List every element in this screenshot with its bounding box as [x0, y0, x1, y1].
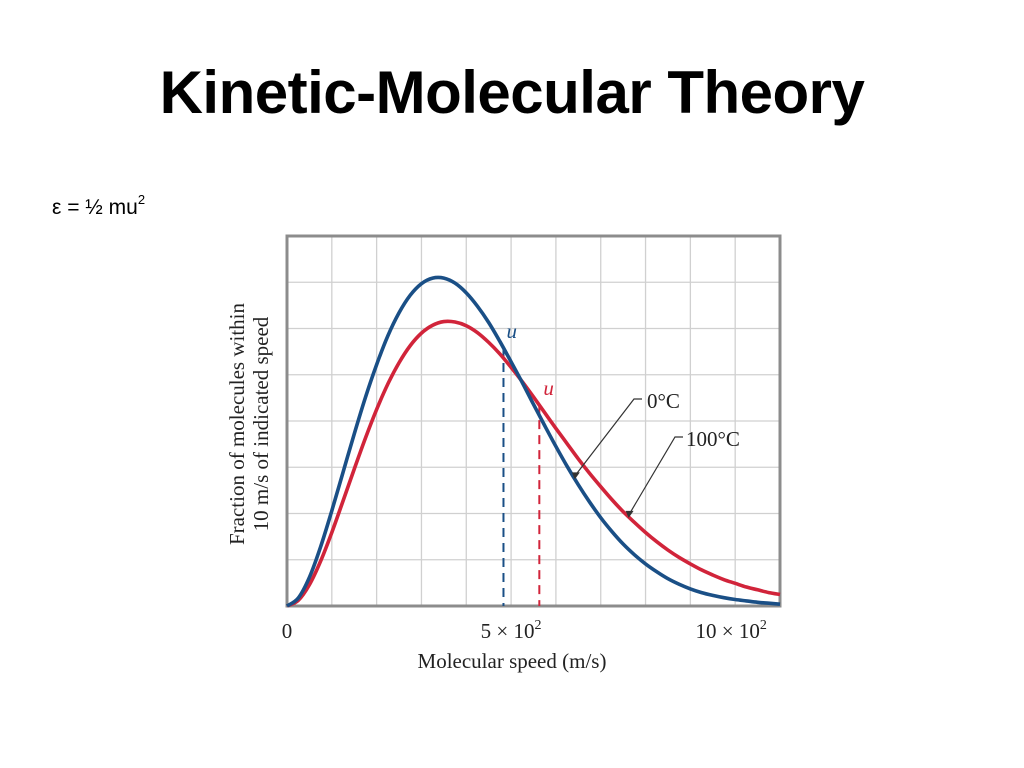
series-lines — [285, 275, 781, 608]
x-tick-base: 0 — [282, 619, 293, 643]
x-tick-exponent: 2 — [760, 618, 767, 633]
series-label: 100°C — [686, 427, 740, 451]
x-tick-base: 10 × 10 — [696, 619, 760, 643]
x-tick-label: 0 — [282, 619, 293, 643]
mean-speed-markers: uu — [502, 319, 554, 606]
x-tick-label: 5 × 102 — [481, 618, 542, 643]
series-line-100CC — [286, 319, 781, 608]
callout-leader — [630, 436, 683, 513]
x-tick-base: 5 × 10 — [481, 619, 535, 643]
y-axis-label-line2: 10 m/s of indicated speed — [249, 316, 273, 531]
callout-leader — [576, 398, 642, 474]
equation-text: ε = ½ mu — [52, 196, 138, 219]
series-line-0CC — [285, 275, 781, 608]
plot-frame — [285, 234, 782, 608]
x-tick-exponent: 2 — [535, 618, 542, 633]
chart-grid — [287, 236, 780, 606]
slide-title: Kinetic-Molecular Theory — [159, 59, 865, 126]
x-axis-label: Molecular speed (m/s) — [418, 649, 607, 673]
series-label: 0°C — [647, 389, 680, 413]
callout-arrowhead — [625, 510, 634, 518]
y-axis-label: Fraction of molecules within 10 m/s of i… — [225, 302, 273, 545]
kinetic-energy-equation: ε = ½ mu2 — [52, 192, 146, 220]
mean-speed-label: u — [543, 376, 554, 400]
x-tick-label: 10 × 102 — [696, 618, 767, 643]
mean-speed-label: u — [506, 319, 516, 343]
y-axis-label-line1: Fraction of molecules within — [225, 302, 249, 545]
equation-exponent: 2 — [137, 192, 146, 207]
callout-arrowhead — [571, 472, 580, 480]
